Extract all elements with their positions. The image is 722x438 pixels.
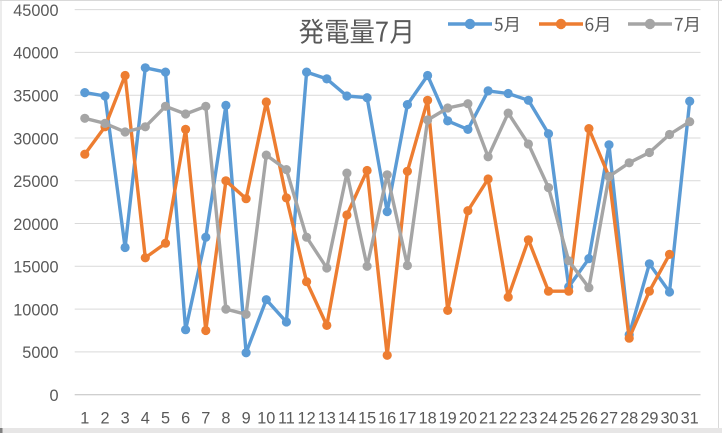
svg-text:29: 29 (640, 409, 658, 427)
svg-text:21: 21 (479, 409, 497, 427)
svg-text:6: 6 (181, 409, 190, 427)
svg-text:16: 16 (378, 409, 396, 427)
svg-text:40000: 40000 (13, 45, 58, 63)
svg-text:10: 10 (257, 409, 275, 427)
svg-text:45000: 45000 (13, 2, 58, 20)
svg-text:30: 30 (660, 409, 678, 427)
svg-text:7: 7 (201, 409, 210, 427)
svg-text:15000: 15000 (13, 259, 58, 277)
svg-text:23: 23 (519, 409, 537, 427)
svg-text:27: 27 (600, 409, 618, 427)
svg-text:30000: 30000 (13, 130, 58, 148)
svg-text:5000: 5000 (22, 344, 58, 362)
svg-text:22: 22 (499, 409, 517, 427)
svg-text:25: 25 (560, 409, 578, 427)
svg-text:9: 9 (242, 409, 251, 427)
svg-text:24: 24 (539, 409, 557, 427)
svg-text:15: 15 (358, 409, 376, 427)
svg-text:25000: 25000 (13, 173, 58, 191)
svg-text:13: 13 (318, 409, 336, 427)
svg-text:26: 26 (580, 409, 598, 427)
svg-text:18: 18 (419, 409, 437, 427)
svg-text:8: 8 (221, 409, 230, 427)
svg-text:0: 0 (49, 387, 58, 405)
svg-text:31: 31 (681, 409, 699, 427)
svg-text:4: 4 (141, 409, 150, 427)
svg-text:5: 5 (161, 409, 170, 427)
svg-text:20000: 20000 (13, 216, 58, 234)
svg-text:10000: 10000 (13, 301, 58, 319)
svg-text:3: 3 (121, 409, 130, 427)
svg-text:17: 17 (398, 409, 416, 427)
svg-text:11: 11 (278, 409, 295, 427)
svg-text:35000: 35000 (13, 88, 58, 106)
svg-text:28: 28 (620, 409, 638, 427)
svg-text:2: 2 (100, 409, 109, 427)
svg-text:12: 12 (298, 409, 316, 427)
svg-text:1: 1 (80, 409, 89, 427)
svg-text:20: 20 (459, 409, 477, 427)
svg-text:19: 19 (439, 409, 457, 427)
svg-text:14: 14 (338, 409, 356, 427)
